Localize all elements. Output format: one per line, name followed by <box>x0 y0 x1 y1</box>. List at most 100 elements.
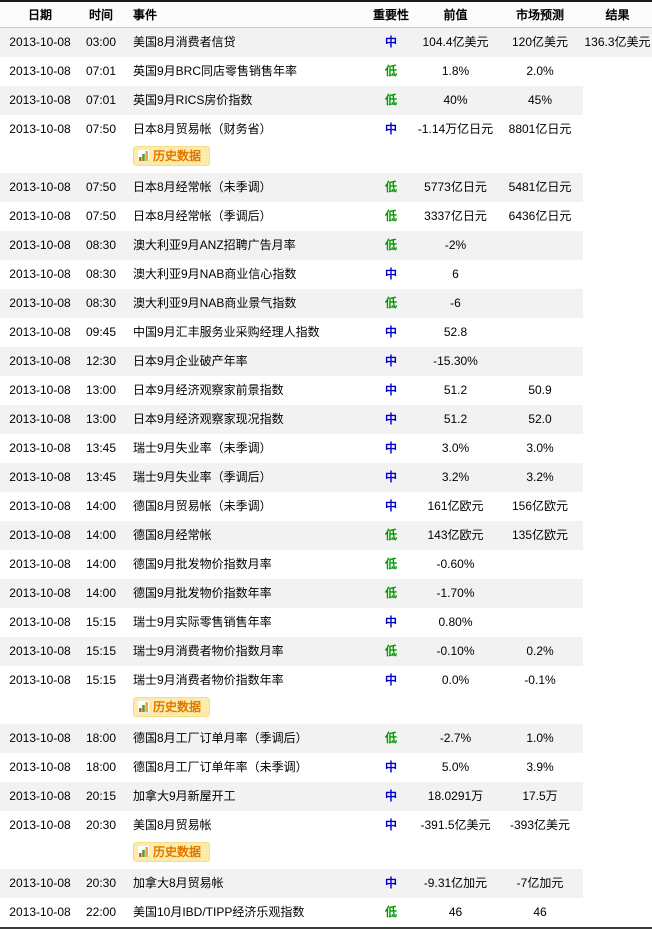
date-cell: 2013-10-08 <box>0 86 80 115</box>
importance-cell: 低 <box>368 173 414 202</box>
forecast-value-cell: 120亿美元 <box>497 27 583 57</box>
event-cell: 美国8月贸易帐 历史数据 <box>122 811 368 869</box>
forecast-value-cell <box>497 289 583 318</box>
event-label: 加拿大8月贸易帐 <box>133 876 224 890</box>
importance-badge: 中 <box>384 441 397 455</box>
date-cell: 2013-10-08 <box>9 64 71 78</box>
time-cell: 07:50 <box>80 173 122 202</box>
previous-value-cell: -15.30% <box>414 347 497 376</box>
previous-value-cell: 5.0% <box>441 760 470 774</box>
result-value-cell <box>583 724 652 753</box>
time-cell: 20:30 <box>85 818 117 832</box>
time-cell: 07:01 <box>80 86 122 115</box>
history-data-label: 历史数据 <box>153 699 202 714</box>
importance-badge: 中 <box>384 354 397 368</box>
event-cell: 澳大利亚9月ANZ招聘广告月率 <box>122 231 368 260</box>
date-cell: 2013-10-08 <box>9 122 71 136</box>
history-data-button[interactable]: 历史数据 <box>133 696 211 717</box>
date-cell: 2013-10-08 <box>9 615 71 629</box>
event-cell: 日本8月贸易帐（财务省） 历史数据 <box>122 115 368 173</box>
forecast-value-cell <box>497 550 583 579</box>
importance-badge: 中 <box>384 876 397 890</box>
table-body: 2013-10-08 03:00 美国8月消费者信贷 中 104.4亿美元 12… <box>0 27 652 928</box>
result-value-cell <box>583 811 652 869</box>
table-row: 2013-10-08 14:00 德国8月经常帐 低 143亿欧元 135亿欧元 <box>0 521 652 550</box>
previous-value-cell: 18.0291万 <box>414 782 497 811</box>
previous-value-cell: 5773亿日元 <box>414 173 497 202</box>
event-cell: 加拿大8月贸易帐 <box>122 869 368 898</box>
event-cell: 德国9月批发物价指数月率 <box>122 550 368 579</box>
time-cell: 22:00 <box>85 905 117 919</box>
importance-cell: 中 <box>368 463 414 492</box>
date-cell: 2013-10-08 <box>0 231 80 260</box>
table-row: 2013-10-08 14:00 德国9月批发物价指数年率 低 -1.70% <box>0 579 652 608</box>
forecast-value-cell: 6436亿日元 <box>508 209 572 223</box>
event-cell: 日本8月经常帐（季调后） <box>122 202 368 231</box>
event-cell: 瑞士9月实际零售销售年率 <box>122 608 368 637</box>
importance-badge: 低 <box>384 209 397 223</box>
importance-cell: 中 <box>368 260 414 289</box>
time-cell: 03:00 <box>80 27 122 57</box>
event-cell: 德国8月贸易帐（未季调） <box>122 492 368 521</box>
event-label: 美国8月贸易帐 <box>133 818 212 832</box>
date-cell: 2013-10-08 <box>0 521 80 550</box>
previous-value-cell: -0.60% <box>436 557 475 571</box>
event-label: 德国8月工厂订单年率（未季调） <box>133 760 308 774</box>
result-value-cell <box>583 231 652 260</box>
table-row: 2013-10-08 03:00 美国8月消费者信贷 中 104.4亿美元 12… <box>0 27 652 57</box>
table-row: 2013-10-08 09:45 中国9月汇丰服务业采购经理人指数 中 52.8 <box>0 318 652 347</box>
result-value-cell <box>583 115 652 173</box>
event-label: 美国10月IBD/TIPP经济乐观指数 <box>133 905 305 919</box>
forecast-value-cell <box>497 318 583 347</box>
history-data-button[interactable]: 历史数据 <box>133 841 211 862</box>
importance-badge: 中 <box>384 383 397 397</box>
result-value-cell <box>583 260 652 289</box>
result-value-cell <box>583 86 652 115</box>
column-header-importance: 重要性 <box>368 2 414 28</box>
importance-cell: 中 <box>368 318 414 347</box>
importance-cell: 低 <box>368 550 414 579</box>
event-cell: 德国9月批发物价指数年率 <box>122 579 368 608</box>
column-header-date: 日期 <box>0 2 80 28</box>
event-label: 日本9月经济观察家前景指数 <box>133 383 284 397</box>
event-label: 澳大利亚9月NAB商业信心指数 <box>133 267 297 281</box>
result-value-cell <box>583 608 652 637</box>
table-row: 2013-10-08 22:00 美国10月IBD/TIPP经济乐观指数 低 4… <box>0 898 652 927</box>
importance-badge: 中 <box>384 789 397 803</box>
importance-cell: 中 <box>368 115 414 173</box>
importance-cell: 中 <box>368 434 414 463</box>
importance-cell: 低 <box>368 724 414 753</box>
table-row: 2013-10-08 07:01 英国9月RICS房价指数 低 40% 45% <box>0 86 652 115</box>
forecast-value-cell: 8801亿日元 <box>508 122 572 136</box>
time-cell: 14:00 <box>85 499 117 513</box>
importance-badge: 低 <box>384 557 397 571</box>
importance-badge: 中 <box>384 760 397 774</box>
date-cell: 2013-10-08 <box>9 209 71 223</box>
forecast-value-cell: 52.0 <box>497 405 583 434</box>
event-cell: 日本9月经济观察家现况指数 <box>122 405 368 434</box>
previous-value-cell: 51.2 <box>443 383 468 397</box>
time-cell: 14:00 <box>80 521 122 550</box>
event-label: 德国8月贸易帐（未季调） <box>133 499 272 513</box>
previous-value-cell: 104.4亿美元 <box>414 27 497 57</box>
result-value-cell <box>583 376 652 405</box>
table-row: 2013-10-08 08:30 澳大利亚9月ANZ招聘广告月率 低 -2% <box>0 231 652 260</box>
previous-value-cell: -2% <box>414 231 497 260</box>
history-data-button[interactable]: 历史数据 <box>133 145 211 166</box>
importance-badge: 中 <box>384 325 397 339</box>
time-cell: 14:00 <box>85 557 117 571</box>
column-header-time: 时间 <box>80 2 122 28</box>
event-label: 澳大利亚9月ANZ招聘广告月率 <box>133 238 296 252</box>
event-label: 日本8月经常帐（季调后） <box>133 209 272 223</box>
table-row: 2013-10-08 14:00 德国9月批发物价指数月率 低 -0.60% <box>0 550 652 579</box>
forecast-value-cell: 17.5万 <box>497 782 583 811</box>
result-value-cell <box>583 347 652 376</box>
previous-value-cell: 6 <box>452 267 459 281</box>
importance-badge: 低 <box>384 64 397 78</box>
event-label: 日本9月企业破产年率 <box>133 354 248 368</box>
importance-badge: 中 <box>384 470 397 484</box>
table-row: 2013-10-08 08:30 澳大利亚9月NAB商业景气指数 低 -6 <box>0 289 652 318</box>
importance-cell: 中 <box>368 782 414 811</box>
previous-value-cell: 161亿欧元 <box>427 499 484 513</box>
result-value-cell <box>583 637 652 666</box>
